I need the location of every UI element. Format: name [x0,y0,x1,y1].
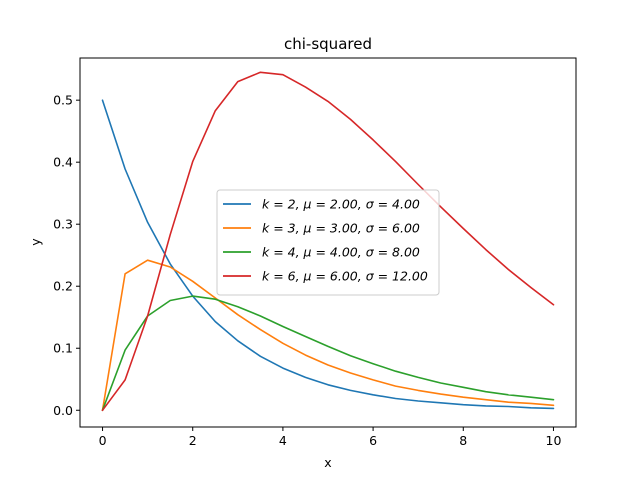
y-axis-ticks: 0.0 0.1 0.2 0.3 0.4 0.5 [53,93,80,418]
x-tick-label: 8 [459,433,467,448]
y-tick-label: 0.4 [53,155,73,170]
x-tick-label: 0 [99,433,107,448]
x-axis-ticks: 0 2 4 6 8 10 [99,427,562,448]
y-axis-label: y [28,238,43,246]
legend-label-4: k = 6, μ = 6.00, σ = 12.00 [262,269,428,284]
legend-label-1: k = 2, μ = 2.00, σ = 4.00 [262,197,420,212]
y-tick-label: 0.0 [53,403,73,418]
y-tick-label: 0.1 [53,341,73,356]
x-tick-label: 10 [546,433,562,448]
plot-frame [79,57,577,428]
x-tick-label: 4 [279,433,287,448]
y-tick-label: 0.2 [53,279,73,294]
legend-label-3: k = 4, μ = 4.00, σ = 8.00 [262,245,420,260]
x-axis-label: x [324,455,331,470]
series-lines [101,71,555,412]
series-line-3 [101,295,555,412]
series-line-1 [101,99,555,410]
series-line-4 [101,71,555,412]
legend: k = 2, μ = 2.00, σ = 4.00 k = 3, μ = 3.00… [216,189,440,296]
y-tick-label: 0.3 [53,217,73,232]
y-tick-label: 0.5 [53,93,73,108]
legend-label-2: k = 3, μ = 3.00, σ = 6.00 [262,221,420,236]
x-tick-label: 2 [189,433,197,448]
legend-box [216,189,440,296]
series-line-2 [101,259,555,412]
chart-title: chi-squared [284,35,372,53]
x-tick-label: 6 [369,433,377,448]
